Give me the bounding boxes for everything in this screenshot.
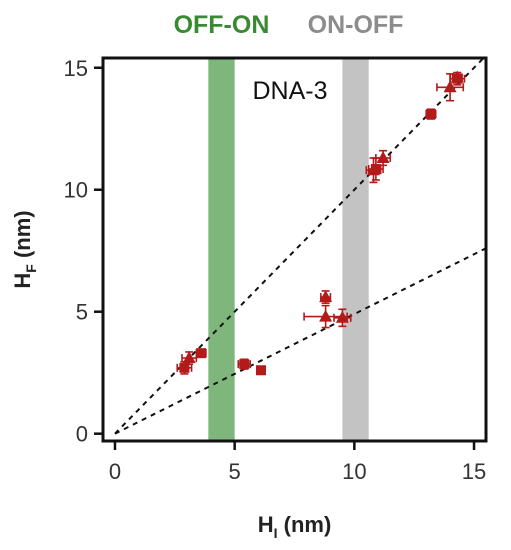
data-point-0-1 (195, 348, 207, 359)
fit-line-layer (114, 58, 486, 435)
data-point-1-1 (319, 290, 333, 304)
x-axis-label-unit: (nm) (278, 512, 332, 537)
band-0 (208, 58, 235, 441)
ticks: 0 5 10 15 0 5 10 15 (64, 56, 487, 484)
x-axis-label-sub: I (274, 525, 278, 541)
y-axis-label: HF (nm) (10, 210, 39, 288)
axes (101, 56, 488, 443)
fit-line-0 (114, 58, 486, 435)
band-1 (342, 58, 369, 441)
y-tick-label-3: 15 (64, 56, 88, 81)
data-point-1-3 (333, 308, 352, 328)
band-label-0: OFF-ON (174, 11, 270, 39)
fit-line-1 (114, 247, 486, 435)
y-tick-label-1: 5 (76, 300, 88, 325)
x-tick-label-3: 15 (462, 459, 486, 484)
x-tick-label-0: 0 (109, 459, 121, 484)
x-tick-label-1: 5 (229, 459, 241, 484)
data-point-1-7 (450, 70, 464, 84)
plot-frame (101, 56, 488, 443)
band-layer: OFF-ON ON-OFF (174, 11, 404, 441)
y-tick-label-2: 10 (64, 178, 88, 203)
data-point-1-5 (375, 149, 392, 167)
y-tick-label-0: 0 (76, 422, 88, 447)
data-point-0-5 (425, 108, 437, 120)
data-point-0-3 (255, 365, 266, 376)
band-label-1: ON-OFF (308, 11, 404, 39)
x-axis-label-main: H (258, 512, 274, 537)
annotation-label: DNA-3 (252, 77, 327, 105)
x-axis-label: HI (nm) (258, 512, 332, 541)
data-point-1-0 (181, 351, 198, 365)
data-point-layer (176, 70, 466, 376)
x-tick-label-2: 10 (342, 459, 366, 484)
y-axis-label-unit: (nm) (10, 210, 35, 264)
data-point-0-2 (237, 358, 252, 370)
y-axis-label-sub: F (23, 264, 39, 273)
y-axis-label-main: H (10, 273, 35, 289)
